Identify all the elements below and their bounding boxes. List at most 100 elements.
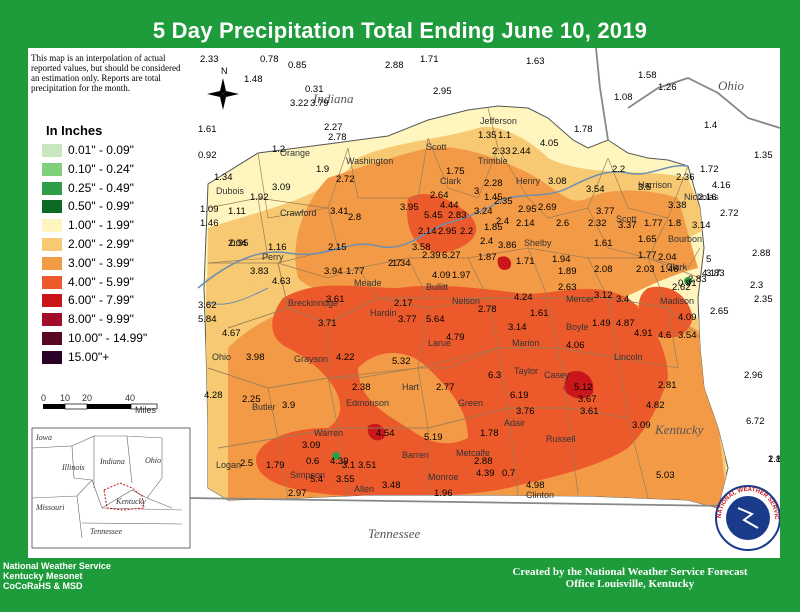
precip-value: 2.14 <box>418 226 437 237</box>
precip-value: 3.77 <box>398 314 417 325</box>
precip-value: 4.09 <box>678 312 697 323</box>
precip-value: 3.41 <box>330 206 349 217</box>
precip-value: 2.4 <box>496 216 509 227</box>
precip-value: 2.65 <box>710 306 729 317</box>
precip-value: 2.7 <box>388 258 401 269</box>
precip-value: 4.06 <box>566 340 585 351</box>
precip-value: 1.78 <box>480 428 499 439</box>
precip-value: 1.78 <box>574 124 593 135</box>
county-label: Butler <box>252 402 276 412</box>
precip-value: 3.61 <box>326 294 345 305</box>
precip-value: 2.72 <box>720 208 739 219</box>
precip-value: 6.72 <box>746 416 765 427</box>
county-label: Logan <box>216 460 241 470</box>
precip-value: 3.83 <box>706 268 725 279</box>
scale-tick: 40 <box>125 393 135 403</box>
precip-value: 5.4 <box>310 474 323 485</box>
precip-value: 5.32 <box>392 356 411 367</box>
precip-value: 2.32 <box>588 218 607 229</box>
precip-value: 0.78 <box>260 54 279 65</box>
legend-label: 0.25" - 0.49" <box>68 180 134 195</box>
county-label: Harrison <box>638 180 672 190</box>
precip-value: 2.69 <box>538 202 557 213</box>
precip-value: 1.89 <box>558 266 577 277</box>
credits-right: Created by the National Weather Service … <box>480 566 780 590</box>
county-label: Nelson <box>452 296 480 306</box>
precip-value: 5.84 <box>198 314 217 325</box>
scale-tick: 10 <box>60 393 70 403</box>
precip-value: 3.67 <box>578 394 597 405</box>
precip-value: 1.96 <box>434 488 453 499</box>
precip-value: 2.33 <box>492 146 511 157</box>
county-label: Scott <box>426 142 447 152</box>
legend-swatch <box>42 256 62 270</box>
precip-value: 2.38 <box>352 382 371 393</box>
precip-value: 3.54 <box>678 330 697 341</box>
precip-value: 2.88 <box>474 456 493 467</box>
county-label: Meade <box>354 278 382 288</box>
precip-value: 3.12 <box>594 290 613 301</box>
map-title: 5 Day Precipitation Total Ending June 10… <box>152 18 648 43</box>
precip-value: 1.58 <box>638 70 657 81</box>
county-labels: Orange Washington Scott Jefferson Dubois Craw… <box>212 116 719 500</box>
precip-value: 2.2 <box>612 164 625 175</box>
precip-value: 0.6 <box>306 456 319 467</box>
legend-swatch <box>42 350 62 364</box>
precip-value: 3.09 <box>632 420 651 431</box>
precip-value: 4.39 <box>330 456 349 467</box>
precip-value: 1.46 <box>200 218 219 229</box>
precip-value: 2.04 <box>228 238 247 249</box>
precip-value: 0.92 <box>198 150 217 161</box>
county-label: Jefferson <box>480 116 517 126</box>
scale-tick: 20 <box>82 393 92 403</box>
county-label: Metcalfe <box>456 448 490 458</box>
legend-swatch <box>42 219 62 233</box>
inset-map: Iowa Illinois Indiana Ohio Missouri Kent… <box>31 427 191 549</box>
precip-value: 2.83 <box>688 274 707 285</box>
precip-value: 2.17 <box>394 298 413 309</box>
credits-left: National Weather Service Kentucky Mesone… <box>3 561 111 591</box>
precip-values: 2.33 0.780.85 2.881.71 1.631.480.313.22 3.79… <box>198 54 780 499</box>
precip-value: 2.6 <box>556 218 569 229</box>
precip-value: 3 <box>474 186 479 197</box>
county-label: Trimble <box>478 156 508 166</box>
compass-rose: N <box>207 66 239 110</box>
precip-value: 1.49 <box>592 318 611 329</box>
county-label: Perry <box>262 252 284 262</box>
legend-swatch <box>42 238 62 251</box>
precip-value: 2.95 <box>438 226 457 237</box>
precip-value: 2.36 <box>676 172 695 183</box>
precip-value: 3.77 <box>596 206 615 217</box>
precip-value: 3.98 <box>246 352 265 363</box>
precip-value: 2.33 <box>200 54 219 65</box>
precip-value: 2.5 <box>240 458 253 469</box>
precip-value: 3.14 <box>692 220 711 231</box>
inset-state-missouri: Missouri <box>35 503 64 512</box>
state-label-indiana: Indiana <box>312 91 354 106</box>
precip-value: 3.14 <box>508 322 527 333</box>
legend-swatch <box>42 313 62 327</box>
precip-value: 2.15 <box>328 242 347 253</box>
precip-value: 2.77 <box>436 382 455 393</box>
precip-value: 4.44 <box>440 200 459 211</box>
legend-panel: This map is an interpolation of actual r… <box>28 48 193 558</box>
legend-label: 2.00" - 2.99" <box>68 237 134 251</box>
county-label: Bourbon <box>668 234 702 244</box>
precip-value: 2.88 <box>385 60 404 71</box>
map-panel: Indiana Ohio Kentucky Tennessee Orange Wa… <box>28 48 780 558</box>
precip-value: 2.25 <box>242 394 261 405</box>
precip-value: 3.62 <box>198 300 217 311</box>
precip-value: 2.2 <box>460 226 473 237</box>
precip-value: 3.58 <box>412 242 431 253</box>
precip-value: 1.13 <box>768 454 780 465</box>
county-label: Scott <box>616 214 637 224</box>
precip-shading <box>206 127 728 508</box>
precip-value: 3.76 <box>516 406 535 417</box>
precip-value: 1.77 <box>644 218 663 229</box>
precip-value: 4.17 <box>702 268 721 279</box>
precip-value: 3.09 <box>272 182 291 193</box>
precip-value: 1.92 <box>250 192 269 203</box>
legend-label: 15.00"+ <box>68 349 110 364</box>
legend-label: 3.00" - 3.99" <box>68 255 134 270</box>
precip-value: 2.4 <box>480 236 493 247</box>
